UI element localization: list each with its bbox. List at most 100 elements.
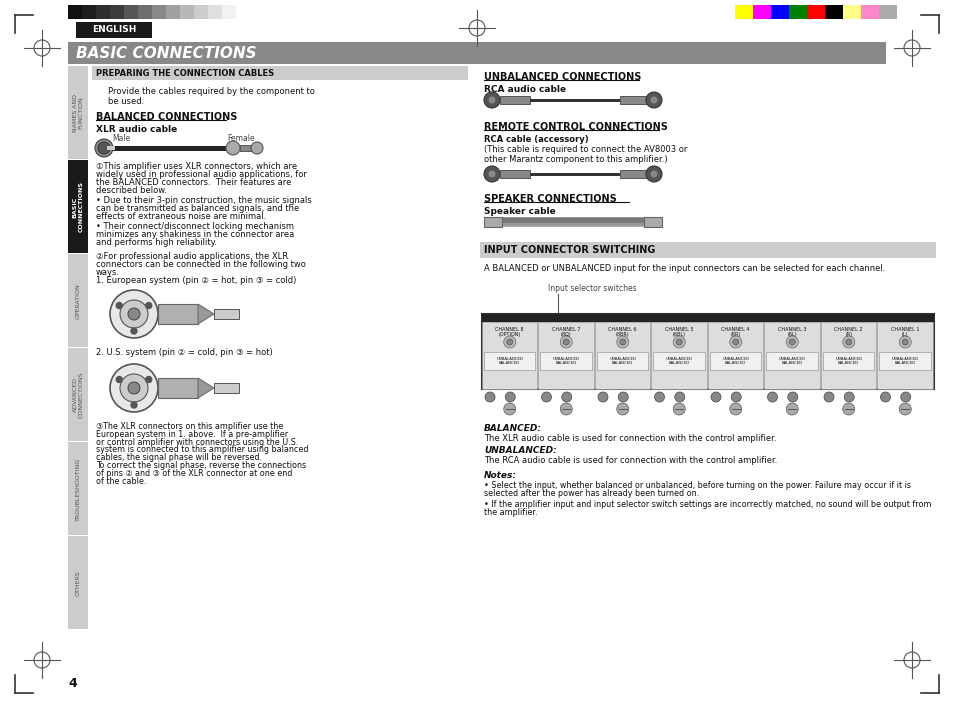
Text: effects of extraneous noise are minimal.: effects of extraneous noise are minimal. [96, 212, 266, 221]
Text: UNBALANCED
BALANCED: UNBALANCED BALANCED [721, 357, 748, 365]
Text: CHANNEL 8
(OPTION): CHANNEL 8 (OPTION) [495, 326, 523, 338]
Text: OPERATION: OPERATION [75, 283, 80, 319]
Bar [765, 352, 817, 370]
Bar [158, 378, 198, 398]
Text: CHANNEL 4
(6R): CHANNEL 4 (6R) [720, 326, 749, 338]
Circle shape [503, 336, 516, 348]
Bar [707, 322, 762, 389]
Circle shape [841, 336, 854, 348]
Text: TROUBLESHOOTING: TROUBLESHOOTING [75, 457, 80, 520]
Text: the BALANCED connectors.  Their features are: the BALANCED connectors. Their features … [96, 178, 291, 187]
Text: UNBALANCED
BALANCED: UNBALANCED BALANCED [778, 357, 805, 365]
Text: UNBALANCED
BALANCED: UNBALANCED BALANCED [835, 357, 862, 365]
Bar [530, 173, 619, 176]
Text: BASIC CONNECTIONS: BASIC CONNECTIONS [76, 45, 256, 60]
Text: UNBALANCED
BALANCED: UNBALANCED BALANCED [496, 357, 522, 365]
Circle shape [899, 403, 910, 415]
Bar [208, 5, 222, 19]
Bar [68, 442, 88, 535]
Text: Provide the cables required by the component to
be used.: Provide the cables required by the compo… [108, 87, 314, 106]
Text: Notes:: Notes: [483, 471, 517, 480]
Circle shape [120, 300, 148, 328]
Text: SPEAKER CONNECTIONS: SPEAKER CONNECTIONS [483, 194, 616, 204]
Text: and performs high reliability.: and performs high reliability. [96, 238, 216, 247]
Circle shape [505, 392, 515, 402]
Text: of the cable.: of the cable. [96, 476, 146, 486]
Text: Speaker cable: Speaker cable [483, 207, 556, 216]
Text: UNBALANCED
BALANCED: UNBALANCED BALANCED [891, 357, 918, 365]
Circle shape [729, 336, 741, 348]
Text: of pins ② and ③ of the XLR connector at one end: of pins ② and ③ of the XLR connector at … [96, 469, 292, 478]
Circle shape [541, 392, 551, 402]
Circle shape [785, 403, 798, 415]
Circle shape [116, 302, 122, 309]
Bar [770, 5, 788, 19]
Circle shape [767, 392, 777, 402]
Bar [180, 5, 193, 19]
Bar [213, 383, 239, 393]
Bar [824, 5, 842, 19]
Bar [763, 322, 820, 389]
Bar [643, 217, 661, 227]
Circle shape [673, 403, 684, 415]
Circle shape [618, 392, 628, 402]
Text: CHANNEL 2
(R): CHANNEL 2 (R) [834, 326, 862, 338]
Bar [499, 170, 530, 178]
Bar [68, 5, 82, 19]
Circle shape [120, 374, 148, 402]
Circle shape [787, 392, 797, 402]
Circle shape [110, 364, 158, 412]
Text: system is connected to this amplifier using balanced: system is connected to this amplifier us… [96, 445, 308, 455]
Text: RCA audio cable: RCA audio cable [483, 85, 565, 94]
Text: selected after the power has already been turned on.: selected after the power has already bee… [483, 489, 699, 498]
Text: The RCA audio cable is used for connection with the control amplifier.: The RCA audio cable is used for connecti… [483, 456, 777, 465]
Text: CHANNEL 3
(6L): CHANNEL 3 (6L) [778, 326, 805, 338]
Text: BASIC
CONNECTIONS: BASIC CONNECTIONS [72, 181, 83, 232]
Bar [479, 242, 935, 258]
Bar [651, 322, 706, 389]
Text: A BALANCED or UNBALANCED input for the input connectors can be selected for each: A BALANCED or UNBALANCED input for the i… [483, 264, 884, 273]
Text: UNBALANCED CONNECTIONS: UNBALANCED CONNECTIONS [483, 72, 640, 82]
Bar [124, 5, 138, 19]
Text: ways.: ways. [96, 268, 120, 277]
Bar [481, 314, 933, 389]
Text: REMOTE CONTROL CONNECTIONS: REMOTE CONTROL CONNECTIONS [483, 122, 667, 132]
Circle shape [616, 403, 628, 415]
Circle shape [110, 290, 158, 338]
Circle shape [251, 142, 263, 154]
Bar [107, 146, 115, 150]
Bar [499, 96, 530, 104]
Polygon shape [198, 304, 213, 324]
Text: connectors can be connected in the following two: connectors can be connected in the follo… [96, 260, 306, 269]
Circle shape [483, 92, 499, 108]
Circle shape [131, 328, 137, 334]
Text: ENGLISH: ENGLISH [91, 25, 136, 35]
Text: BALANCED CONNECTIONS: BALANCED CONNECTIONS [96, 112, 237, 122]
Text: cables, the signal phase will be reversed.: cables, the signal phase will be reverse… [96, 453, 262, 462]
Circle shape [562, 339, 569, 345]
Text: Female: Female [227, 134, 254, 143]
Circle shape [95, 139, 112, 157]
Circle shape [788, 339, 795, 345]
Circle shape [488, 96, 496, 104]
Text: UNBALANCED:: UNBALANCED: [483, 446, 557, 455]
Bar [213, 309, 239, 319]
Text: CHANNEL 1
(L): CHANNEL 1 (L) [890, 326, 919, 338]
Polygon shape [198, 378, 213, 398]
Text: • If the amplifier input and input selector switch settings are incorrectly matc: • If the amplifier input and input selec… [483, 500, 930, 509]
Bar [597, 352, 648, 370]
Circle shape [732, 339, 738, 345]
Text: or control amplifier with connectors using the U.S.: or control amplifier with connectors usi… [96, 438, 298, 447]
Text: OTHERS: OTHERS [75, 570, 80, 596]
Circle shape [98, 142, 110, 154]
Bar [653, 352, 704, 370]
Text: the amplifier.: the amplifier. [483, 508, 537, 517]
Bar [193, 5, 208, 19]
Text: minimizes any shakiness in the connector area: minimizes any shakiness in the connector… [96, 230, 294, 239]
Circle shape [676, 339, 681, 345]
Bar [68, 254, 88, 347]
Bar [861, 5, 878, 19]
Bar [152, 5, 166, 19]
Text: 2. U.S. system (pin ② = cold, pin ③ = hot): 2. U.S. system (pin ② = cold, pin ③ = ho… [96, 348, 273, 357]
Circle shape [823, 392, 833, 402]
